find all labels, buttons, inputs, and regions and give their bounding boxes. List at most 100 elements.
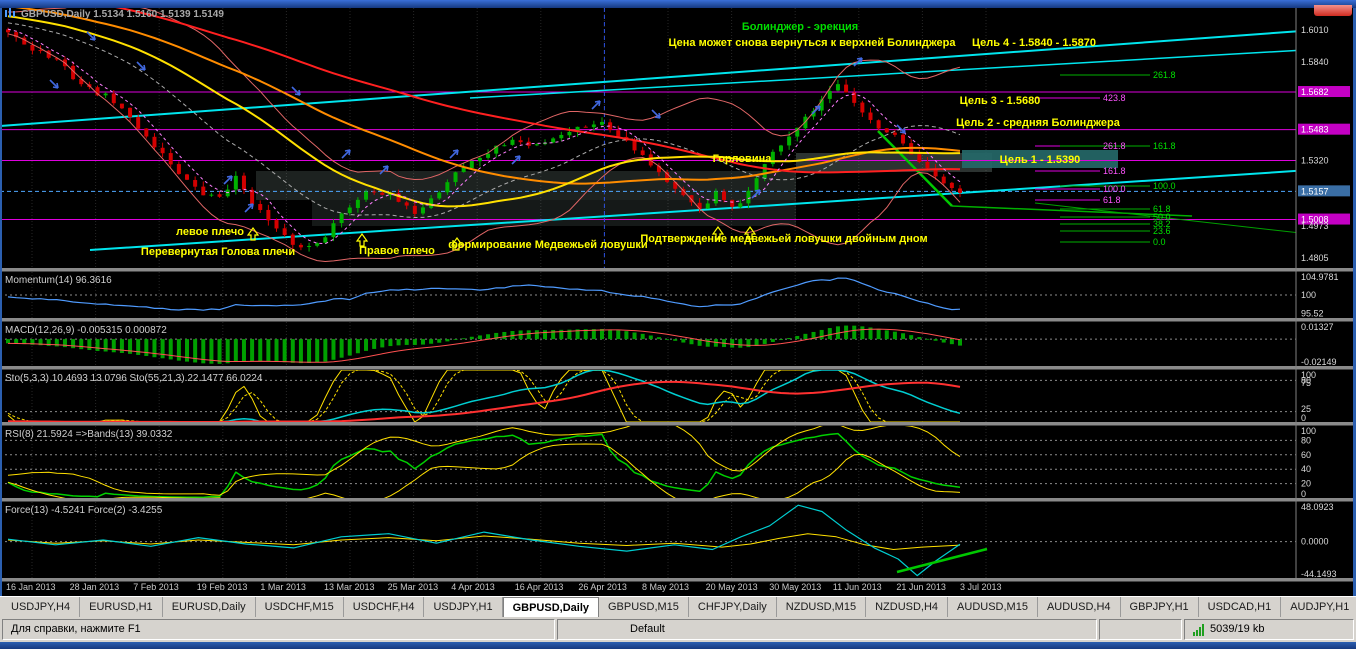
candle-body	[298, 244, 303, 248]
candle-body	[307, 245, 312, 247]
macd-histogram-bar	[355, 339, 360, 354]
chart-tab-audusd-h4[interactable]: AUDUSD,H4	[1037, 597, 1121, 617]
momentum-panel[interactable]	[7, 277, 961, 311]
macd-panel[interactable]	[6, 325, 962, 364]
rsi-title: RSI(8) 21.5924 =>Bands(13) 39.0332	[5, 429, 173, 440]
momentum-axis-label: 100	[1301, 290, 1316, 300]
fib-label-green: 100.0	[1153, 181, 1176, 191]
macd-histogram-bar	[445, 339, 450, 342]
macd-histogram-bar	[844, 325, 849, 340]
candle-body	[241, 175, 246, 190]
chart-tab-gbpusd-daily[interactable]: GBPUSD,Daily	[502, 597, 599, 617]
macd-histogram-bar	[876, 328, 881, 340]
main-panel[interactable]	[0, 0, 1356, 268]
chart-tab-audjpy-h1[interactable]: AUDJPY,H1	[1281, 597, 1356, 617]
window-close-button[interactable]	[1314, 5, 1352, 16]
candle-body	[486, 153, 491, 158]
panel-separator[interactable]	[0, 498, 1356, 502]
blue-arrow-icon	[348, 149, 351, 156]
candle-body	[30, 44, 35, 51]
macd-histogram-bar	[730, 339, 735, 348]
macd-histogram-bar	[640, 333, 645, 340]
force-axis-label: -44.1493	[1301, 569, 1337, 579]
macd-histogram-bar	[209, 339, 214, 364]
chart-tab-gbpusd-m15[interactable]: GBPUSD,M15	[599, 597, 689, 617]
macd-histogram-bar	[526, 330, 531, 340]
chart-tab-eurusd-h1[interactable]: EURUSD,H1	[80, 597, 163, 617]
macd-histogram-bar	[176, 339, 181, 361]
rsi-panel[interactable]	[7, 421, 961, 508]
blue-arrow-icon	[518, 155, 521, 162]
macd-histogram-bar	[62, 339, 67, 348]
macd-histogram-bar	[494, 332, 499, 340]
status-bar: Для справки, нажмите F1 Default 5039/19 …	[0, 617, 1356, 642]
chart-tab-usdjpy-h1[interactable]: USDJPY,H1	[424, 597, 503, 617]
candle-body	[705, 203, 710, 209]
force13-line	[7, 533, 961, 550]
rsi-axis-label: 40	[1301, 464, 1311, 474]
macd-histogram-bar	[225, 339, 230, 364]
blue-arrow-icon	[591, 100, 601, 110]
blue-arrow-icon	[511, 155, 521, 165]
candle-body	[469, 160, 474, 169]
candle-body	[103, 93, 108, 96]
panel-separator[interactable]	[0, 578, 1356, 582]
candle-body	[380, 192, 385, 195]
candle-body	[941, 176, 946, 184]
candle-body	[884, 128, 889, 133]
chart-tab-usdjpy-h4[interactable]: USDJPY,H4	[2, 597, 81, 617]
macd-histogram-bar	[811, 331, 816, 340]
panel-separator[interactable]	[0, 366, 1356, 370]
rsi-band-lower	[7, 443, 961, 498]
candle-body	[323, 237, 328, 243]
force-title: Force(13) -4.5241 Force(2) -3.4255	[5, 505, 163, 516]
macd-histogram-bar	[307, 339, 312, 364]
candle-body	[787, 136, 792, 146]
chart-tab-gbpjpy-h1[interactable]: GBPJPY,H1	[1120, 597, 1199, 617]
macd-histogram-bar	[567, 329, 572, 340]
chart-canvas[interactable]: 423.8261.8161.8100.061.8261.8161.8100.06…	[0, 0, 1356, 596]
chart-tab-usdchf-h4[interactable]: USDCHF,H4	[343, 597, 425, 617]
candle-body	[372, 191, 377, 193]
lower-channel-line	[89, 169, 1296, 251]
candle-body	[152, 136, 157, 148]
window-titlebar[interactable]	[0, 0, 1356, 8]
annotation-text: Цель 2 - средняя Болинджера	[956, 117, 1121, 129]
macd-histogram-bar	[803, 333, 808, 340]
chart-tab-audusd-m15[interactable]: AUDUSD,M15	[948, 597, 1038, 617]
chart-tab-chfjpy-daily[interactable]: CHFJPY,Daily	[688, 597, 777, 617]
chart-tab-nzdusd-m15[interactable]: NZDUSD,M15	[776, 597, 867, 617]
chart-tab-eurusd-daily[interactable]: EURUSD,Daily	[162, 597, 256, 617]
candle-body	[665, 172, 670, 182]
status-profile[interactable]: Default	[557, 619, 1097, 640]
sto-panel[interactable]	[7, 370, 961, 422]
candle-body	[6, 29, 10, 33]
macd-histogram-bar	[705, 339, 710, 347]
annotation-text: Цена может снова вернуться к верхней Бол…	[668, 37, 956, 49]
chart-tabs: USDJPY,H4 EURUSD,H1 EURUSD,Daily USDCHF,M15…	[2, 597, 1356, 617]
candle-body	[876, 120, 881, 129]
candle-body	[494, 145, 499, 154]
macd-histogram-bar	[884, 330, 889, 340]
rsi-axis-label: 100	[1301, 426, 1316, 436]
candle-body	[128, 107, 133, 118]
macd-histogram-bar	[901, 333, 906, 340]
candle-body	[233, 175, 238, 190]
panel-separator[interactable]	[0, 422, 1356, 426]
blue-arrow-icon	[93, 34, 96, 41]
momentum-line	[7, 277, 961, 311]
chart-tab-nzdusd-h4[interactable]: NZDUSD,H4	[866, 597, 949, 617]
macd-histogram-bar	[917, 337, 922, 340]
candle-body	[396, 193, 401, 202]
chart-tab-usdchf-m15[interactable]: USDCHF,M15	[255, 597, 344, 617]
panel-separator[interactable]	[0, 268, 1356, 272]
blue-arrow-icon	[223, 175, 233, 185]
force-panel[interactable]	[7, 504, 988, 577]
panel-separator[interactable]	[0, 318, 1356, 322]
sto-axis-label: 75	[1301, 378, 1311, 388]
macd-histogram-bar	[852, 325, 857, 340]
blue-arrow-icon	[896, 124, 906, 134]
candle-body	[835, 84, 840, 91]
chart-tab-usdcad-h1[interactable]: USDCAD,H1	[1198, 597, 1282, 617]
